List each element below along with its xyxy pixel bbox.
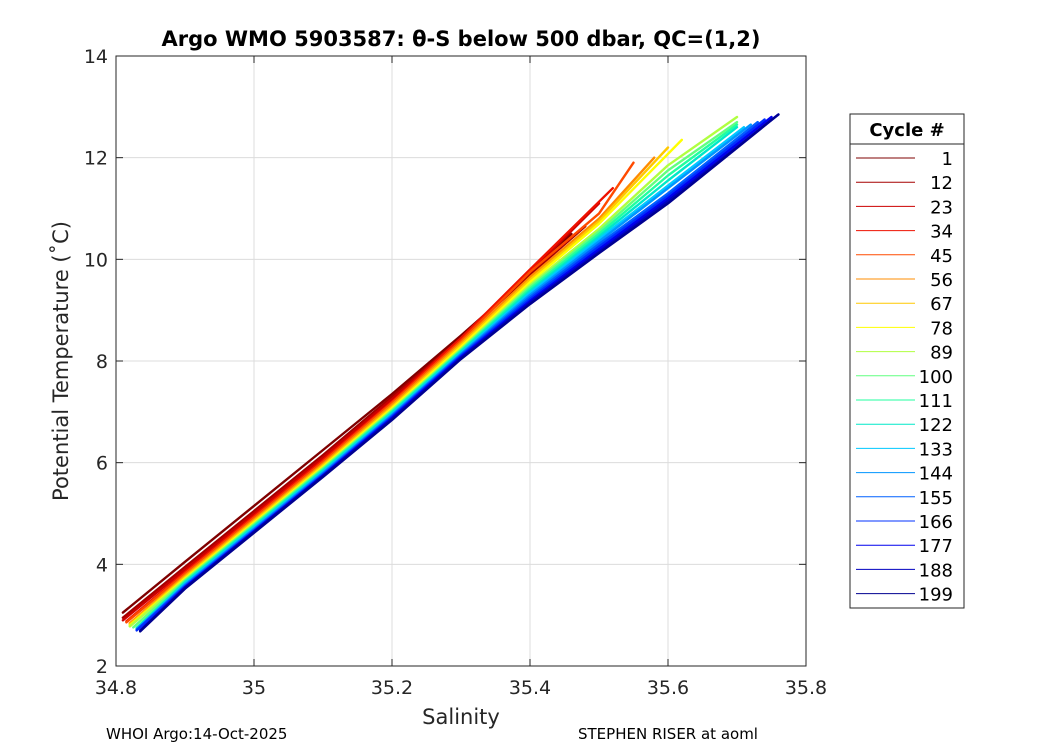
x-tick-label: 34.8: [95, 677, 137, 699]
y-tick-label: 14: [84, 46, 108, 68]
legend-label-67: 67: [930, 294, 953, 315]
legend: Cycle # 1 12 23 34 45 56 67 78 89 100 111 122 133 144…: [849, 113, 965, 609]
legend-label-100: 100: [919, 367, 953, 388]
y-tick-label: 8: [96, 351, 108, 373]
legend-label-34: 34: [930, 222, 953, 243]
legend-label-177: 177: [919, 536, 953, 557]
legend-label-199: 199: [919, 585, 953, 606]
legend-label-133: 133: [919, 439, 953, 460]
series-line-cycle-199: [138, 113, 780, 633]
legend-label-155: 155: [919, 488, 953, 509]
legend-title: Cycle #: [869, 120, 944, 141]
x-tick-label: 35.2: [371, 677, 413, 699]
legend-entries: 1 12 23 34 45 56 67 78 89 100 111 122 133 144 155 166 17…: [856, 149, 953, 606]
legend-label-12: 12: [930, 173, 953, 194]
legend-label-144: 144: [919, 464, 953, 485]
y-tick-label: 2: [96, 656, 108, 678]
y-axis-ticks: 2 4 6 8 10 12 14: [84, 46, 806, 678]
x-tick-label: 35: [242, 677, 266, 699]
legend-label-45: 45: [930, 246, 953, 267]
legend-label-89: 89: [930, 343, 953, 364]
footer-right-text: STEPHEN RISER at aoml: [578, 725, 758, 743]
legend-label-23: 23: [930, 197, 953, 218]
series-layer: [121, 113, 780, 633]
grid-lines: [115, 55, 807, 667]
x-tick-label: 35.6: [647, 677, 689, 699]
legend-label-122: 122: [919, 415, 953, 436]
y-tick-label: 10: [84, 249, 108, 271]
y-tick-label: 4: [96, 554, 108, 576]
y-tick-label: 6: [96, 453, 108, 475]
x-tick-label: 35.4: [509, 677, 551, 699]
x-axis-ticks: 34.8 35 35.2 35.4 35.6 35.8: [95, 56, 827, 699]
legend-label-1: 1: [942, 149, 953, 170]
legend-box: [849, 113, 965, 609]
legend-label-166: 166: [919, 512, 953, 533]
legend-label-188: 188: [919, 560, 953, 581]
legend-label-111: 111: [919, 391, 953, 412]
series-line-cycle-12: [121, 225, 587, 619]
footer-left-text: WHOI Argo:14-Oct-2025: [106, 725, 288, 743]
series-line-cycle-45: [125, 161, 635, 624]
x-tick-label: 35.8: [785, 677, 827, 699]
legend-label-56: 56: [930, 270, 953, 291]
y-tick-label: 12: [84, 148, 108, 170]
legend-label-78: 78: [930, 318, 953, 339]
chart-title: Argo WMO 5903587: θ-S below 500 dbar, QC…: [162, 27, 761, 51]
x-axis-label: Salinity: [422, 705, 500, 729]
y-axis-label: Potential Temperature (˚C): [49, 221, 73, 501]
